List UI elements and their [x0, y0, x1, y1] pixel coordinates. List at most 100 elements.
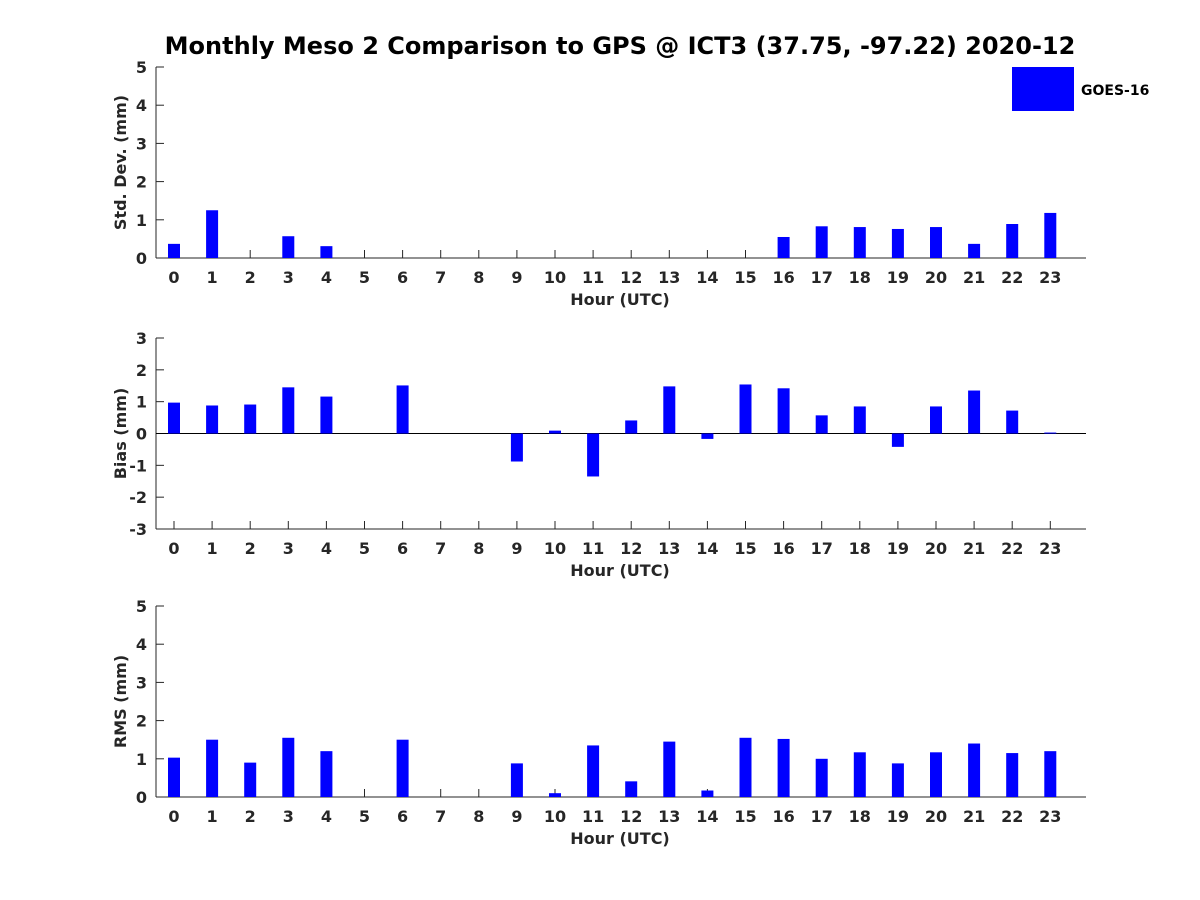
- bar-hour-22: [1006, 753, 1019, 797]
- x-tick-label: 1: [207, 539, 218, 558]
- bar-hour-22: [1006, 224, 1019, 258]
- bar-hour-1: [206, 210, 219, 258]
- bar-hour-11: [587, 433, 600, 477]
- x-tick-label: 13: [658, 268, 680, 287]
- bar-hour-2: [244, 762, 257, 797]
- bar-hour-19: [891, 763, 904, 797]
- x-tick-label: 7: [435, 807, 446, 826]
- x-tick-label: 4: [321, 268, 332, 287]
- bar-hour-3: [282, 737, 295, 797]
- x-tick-label: 8: [473, 539, 484, 558]
- legend-label-goes-16: GOES-16: [1081, 83, 1149, 99]
- bar-hour-21: [968, 243, 981, 258]
- x-axis-label: Hour (UTC): [570, 290, 670, 309]
- x-tick-label: 16: [772, 539, 794, 558]
- y-tick-label: 0: [136, 788, 147, 807]
- bar-hour-6: [396, 739, 409, 797]
- bar-hour-13: [663, 741, 676, 797]
- x-tick-label: 8: [473, 268, 484, 287]
- x-tick-label: 9: [511, 807, 522, 826]
- y-axis-label: Std. Dev. (mm): [111, 95, 130, 230]
- x-tick-label: 10: [544, 807, 566, 826]
- x-tick-label: 17: [811, 807, 833, 826]
- x-tick-label: 8: [473, 807, 484, 826]
- y-tick-label: 0: [136, 425, 147, 444]
- y-tick-label: 3: [136, 673, 147, 692]
- x-tick-label: 2: [245, 539, 256, 558]
- y-tick-label: 1: [136, 750, 147, 769]
- y-tick-label: 3: [136, 329, 147, 348]
- y-tick-label: 1: [136, 393, 147, 412]
- bar-hour-3: [282, 387, 295, 434]
- y-tick-label: -2: [129, 488, 147, 507]
- bar-hour-19: [891, 228, 904, 258]
- bar-hour-9: [510, 763, 523, 797]
- x-tick-label: 16: [772, 268, 794, 287]
- x-tick-label: 2: [245, 807, 256, 826]
- bar-hour-23: [1044, 212, 1057, 258]
- x-tick-label: 14: [696, 268, 718, 287]
- y-tick-label: 0: [136, 249, 147, 268]
- y-tick-label: -1: [129, 456, 147, 475]
- y-tick-label: 2: [136, 361, 147, 380]
- bar-hour-6: [396, 385, 409, 434]
- bar-hour-19: [891, 433, 904, 447]
- x-tick-label: 22: [1001, 807, 1023, 826]
- bar-hour-20: [930, 752, 942, 797]
- legend-swatch-goes-16: [1012, 67, 1074, 111]
- bar-hour-20: [930, 227, 942, 258]
- x-tick-label: 14: [696, 539, 718, 558]
- x-tick-label: 19: [887, 539, 909, 558]
- bar-hour-11: [587, 745, 600, 797]
- x-tick-label: 12: [620, 539, 642, 558]
- x-tick-label: 11: [582, 268, 604, 287]
- x-tick-label: 23: [1039, 539, 1061, 558]
- x-tick-label: 21: [963, 807, 985, 826]
- x-tick-label: 18: [849, 807, 871, 826]
- bar-hour-1: [206, 405, 219, 434]
- x-tick-label: 7: [435, 268, 446, 287]
- x-tick-label: 15: [734, 539, 756, 558]
- x-tick-label: 23: [1039, 268, 1061, 287]
- bar-hour-0: [168, 243, 180, 258]
- bar-hour-1: [206, 739, 219, 797]
- x-tick-label: 4: [321, 807, 332, 826]
- y-tick-label: 3: [136, 134, 147, 153]
- x-tick-label: 13: [658, 539, 680, 558]
- x-tick-label: 9: [511, 268, 522, 287]
- bar-hour-14: [701, 790, 714, 797]
- x-tick-label: 17: [811, 539, 833, 558]
- x-tick-label: 7: [435, 539, 446, 558]
- x-tick-label: 18: [849, 539, 871, 558]
- x-tick-label: 15: [734, 268, 756, 287]
- x-tick-label: 4: [321, 539, 332, 558]
- x-tick-label: 0: [168, 539, 179, 558]
- x-tick-label: 14: [696, 807, 718, 826]
- x-tick-label: 1: [207, 268, 218, 287]
- x-tick-label: 3: [283, 807, 294, 826]
- y-axis-label: RMS (mm): [111, 655, 130, 748]
- bar-hour-17: [815, 758, 828, 797]
- x-tick-label: 2: [245, 268, 256, 287]
- bar-hour-0: [168, 757, 180, 797]
- bar-hour-12: [625, 781, 638, 797]
- x-tick-label: 13: [658, 807, 680, 826]
- legend: GOES-16: [1012, 67, 1149, 111]
- bar-hour-21: [968, 390, 981, 434]
- x-tick-label: 3: [283, 268, 294, 287]
- x-tick-label: 20: [925, 268, 947, 287]
- bar-hour-2: [244, 404, 257, 434]
- x-tick-label: 17: [811, 268, 833, 287]
- bar-hour-13: [663, 386, 676, 434]
- bar-hour-17: [815, 415, 828, 434]
- x-tick-label: 20: [925, 539, 947, 558]
- x-axis-label: Hour (UTC): [570, 561, 670, 580]
- bar-hour-23: [1044, 751, 1057, 797]
- bar-hour-12: [625, 420, 638, 434]
- x-tick-label: 10: [544, 539, 566, 558]
- x-tick-label: 6: [397, 807, 408, 826]
